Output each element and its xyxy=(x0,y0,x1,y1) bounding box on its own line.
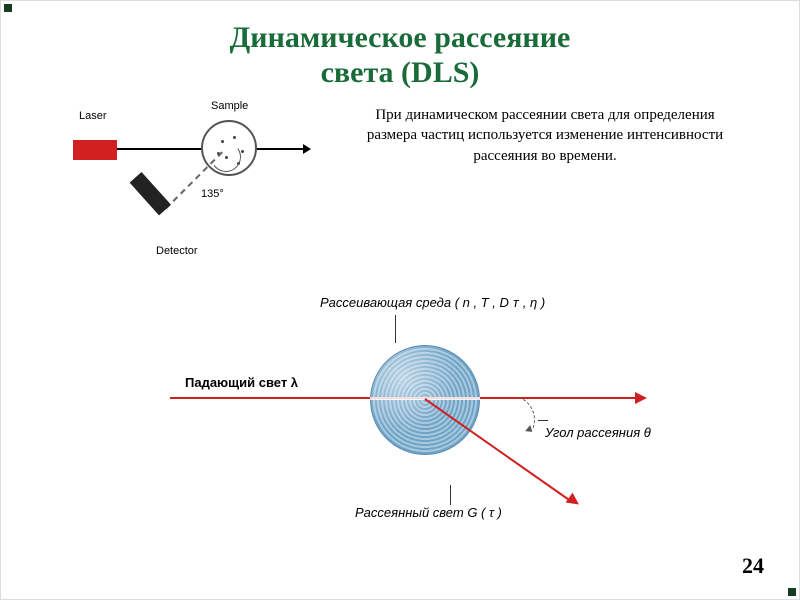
incident-label: Падающий свет λ xyxy=(185,375,298,390)
medium-label: Рассеивающая среда ( n , T , D ᴛ , η ) xyxy=(320,295,545,310)
particle-dot xyxy=(233,136,236,139)
beam-arrow xyxy=(303,144,311,154)
angle-label: 135° xyxy=(201,188,224,200)
top-block: Laser Sample Detector 135° При динамичес… xyxy=(61,100,739,270)
dls-schematic: Laser Sample Detector 135° xyxy=(61,100,341,270)
description-text: При динамическом рассеянии света для опр… xyxy=(351,100,739,166)
sample-label: Sample xyxy=(211,100,248,112)
scattered-callout-line xyxy=(450,485,451,505)
incident-arrow xyxy=(635,392,647,404)
detector-icon xyxy=(130,172,171,215)
page-number: 24 xyxy=(742,553,764,579)
laser-label: Laser xyxy=(79,110,107,122)
particle-dot xyxy=(241,150,244,153)
title-line-1: Динамическое рассеяние xyxy=(230,21,571,54)
slide-title: Динамическое рассеяние света (DLS) xyxy=(61,21,739,90)
corner-br xyxy=(788,588,796,596)
scattering-geometry: Рассеивающая среда ( n , T , D ᴛ , η ) П… xyxy=(130,285,670,525)
detector-label: Detector xyxy=(156,245,198,257)
slide-container: Динамическое рассеяние света (DLS) Laser… xyxy=(1,1,799,599)
medium-callout-line xyxy=(395,315,396,343)
corner-tl xyxy=(4,4,12,12)
scattered-arrow xyxy=(566,493,583,510)
title-line-2: света (DLS) xyxy=(321,56,480,89)
scatter-angle-label: Угол рассеяния θ xyxy=(545,425,651,440)
angle-callout-line xyxy=(538,420,548,421)
scattered-label: Рассеянный свет G ( τ ) xyxy=(355,505,502,520)
laser-icon xyxy=(73,140,117,160)
